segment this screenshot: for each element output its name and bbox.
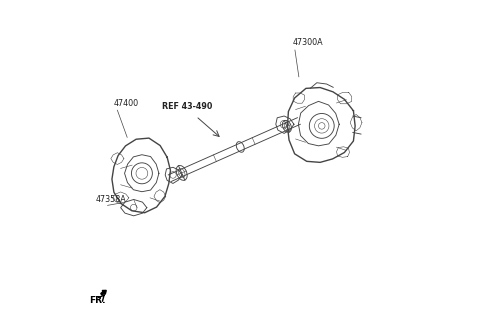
Text: FR.: FR. — [89, 296, 106, 305]
FancyArrow shape — [101, 290, 106, 295]
Text: REF 43-490: REF 43-490 — [163, 102, 213, 111]
Text: 47358A: 47358A — [96, 195, 127, 204]
Text: 47400: 47400 — [114, 99, 139, 108]
Text: 47300A: 47300A — [292, 38, 323, 47]
